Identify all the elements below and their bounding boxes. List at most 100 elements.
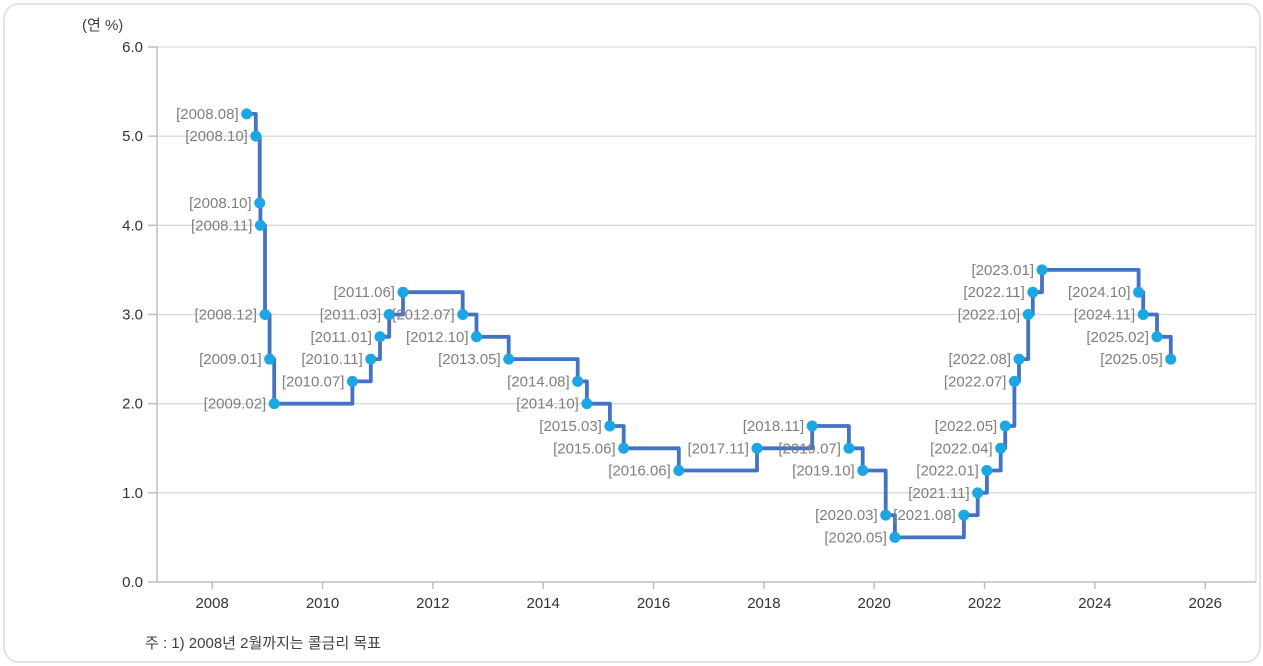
data-point-marker[interactable] (264, 353, 276, 365)
data-point-marker[interactable] (397, 286, 409, 298)
data-point-marker[interactable] (673, 465, 685, 477)
data-point-marker[interactable] (457, 309, 469, 320)
data-point-marker[interactable] (365, 353, 377, 365)
x-tick-label: 2024 (1078, 595, 1111, 612)
data-point-marker[interactable] (250, 130, 262, 142)
data-point-marker[interactable] (972, 487, 984, 499)
data-point-marker[interactable] (1013, 353, 1025, 365)
data-point-marker[interactable] (471, 331, 483, 343)
data-point-label: [2016.06] (608, 463, 671, 480)
data-point-label: [2022.04] (930, 440, 993, 457)
data-point-label: [2020.05] (824, 529, 887, 546)
data-point-marker[interactable] (1133, 286, 1145, 298)
data-point-marker[interactable] (1165, 353, 1177, 365)
data-point-label: [2021.08] (893, 507, 956, 524)
data-point-label: [2022.05] (935, 418, 998, 435)
data-point-label: [2008.12] (194, 307, 257, 324)
data-point-label: [2014.08] (507, 373, 570, 390)
y-tick-label: 0.0 (122, 574, 143, 591)
data-point-marker[interactable] (618, 442, 630, 454)
x-tick-label: 2018 (747, 595, 780, 612)
data-point-label: [2025.02] (1086, 329, 1149, 346)
data-point-label: [2011.03] (320, 307, 381, 324)
data-point-label: [2013.05] (438, 351, 501, 368)
data-point-marker[interactable] (503, 353, 515, 365)
data-point-marker[interactable] (572, 375, 584, 387)
data-point-label: [2014.10] (516, 396, 579, 413)
x-tick-label: 2020 (858, 595, 891, 612)
data-point-marker[interactable] (995, 442, 1007, 454)
data-point-marker[interactable] (254, 197, 266, 209)
y-tick-label: 5.0 (122, 128, 143, 145)
data-point-marker[interactable] (259, 309, 271, 320)
data-point-marker[interactable] (1027, 286, 1039, 298)
y-tick-label: 4.0 (122, 217, 143, 234)
data-point-label: [2020.03] (815, 507, 878, 524)
data-point-label: [2022.08] (948, 351, 1011, 368)
data-point-marker[interactable] (254, 219, 266, 231)
y-tick-label: 2.0 (122, 396, 143, 413)
data-point-marker[interactable] (843, 442, 855, 454)
data-point-label: [2019.07] (778, 440, 841, 457)
y-tick-label: 3.0 (122, 307, 143, 324)
x-tick-label: 2026 (1189, 595, 1222, 612)
data-point-label: [2025.05] (1100, 351, 1163, 368)
x-tick-label: 2008 (195, 595, 228, 612)
data-point-label: [2009.02] (204, 396, 267, 413)
data-point-label: [2015.06] (553, 440, 616, 457)
data-point-label: [2010.11] (301, 351, 362, 368)
data-point-label: [2022.10] (958, 307, 1021, 324)
data-point-label: [2011.01] (311, 329, 372, 346)
y-axis-unit-label: (연 %) (82, 17, 124, 34)
data-point-label: [2018.11] (743, 418, 804, 435)
data-point-marker[interactable] (581, 398, 593, 410)
data-point-label: [2010.07] (282, 373, 345, 390)
data-point-label: [2017.11] (688, 440, 749, 457)
x-tick-label: 2022 (968, 595, 1001, 612)
data-point-label: [2022.07] (944, 373, 1007, 390)
data-point-marker[interactable] (981, 465, 993, 477)
data-point-label: [2023.01] (971, 262, 1034, 279)
chart-card (3, 3, 1261, 663)
chart-footnote: 주 : 1) 2008년 2월까지는 콜금리 목표 (145, 635, 382, 652)
data-point-label: [2022.01] (916, 463, 979, 480)
data-point-marker[interactable] (383, 309, 395, 320)
data-point-marker[interactable] (958, 509, 970, 521)
data-point-marker[interactable] (880, 509, 892, 521)
data-point-marker[interactable] (374, 331, 386, 343)
data-point-marker[interactable] (604, 420, 616, 432)
data-point-marker[interactable] (1022, 309, 1034, 320)
data-point-label: [2008.10] (185, 128, 248, 145)
data-point-marker[interactable] (889, 531, 901, 543)
data-point-label: [2021.11] (908, 485, 969, 502)
data-point-marker[interactable] (1008, 375, 1020, 387)
data-point-label: [2009.01] (199, 351, 262, 368)
data-point-marker[interactable] (241, 108, 253, 120)
data-point-label: [2024.10] (1068, 284, 1131, 301)
x-tick-label: 2012 (416, 595, 449, 612)
data-point-label: [2008.10] (189, 195, 252, 212)
data-point-marker[interactable] (999, 420, 1011, 432)
data-point-marker[interactable] (1137, 309, 1149, 320)
data-point-label: [2012.10] (406, 329, 469, 346)
data-point-marker[interactable] (806, 420, 818, 432)
rate-step-line (246, 112, 1173, 540)
y-tick-label: 1.0 (122, 485, 143, 502)
data-point-label: [2008.08] (176, 106, 239, 123)
data-point-marker[interactable] (268, 398, 280, 410)
data-point-label: [2008.11] (191, 217, 252, 234)
data-point-label: [2015.03] (539, 418, 602, 435)
data-point-label: [2012.07] (392, 307, 455, 324)
data-point-marker[interactable] (1036, 264, 1048, 276)
data-point-marker[interactable] (1151, 331, 1163, 343)
y-tick-label: 6.0 (122, 39, 143, 56)
x-tick-label: 2016 (637, 595, 670, 612)
x-tick-label: 2014 (527, 595, 560, 612)
data-point-marker[interactable] (751, 442, 763, 454)
data-point-marker[interactable] (857, 465, 869, 477)
data-point-label: [2024.11] (1074, 307, 1135, 324)
data-point-marker[interactable] (346, 375, 358, 387)
data-point-label: [2022.11] (963, 284, 1024, 301)
